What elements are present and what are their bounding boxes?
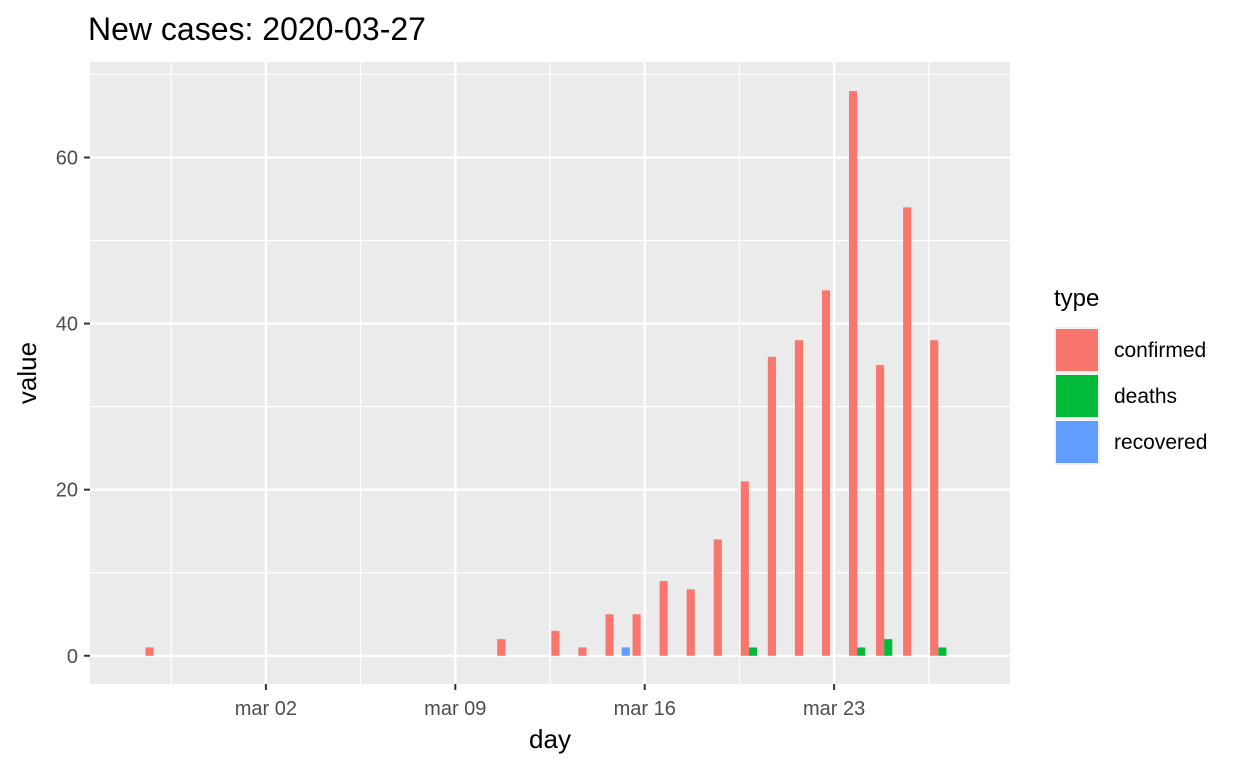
bar-deaths: [857, 647, 866, 656]
bars: [145, 91, 947, 656]
bar-confirmed: [713, 539, 722, 656]
x-tick-label: mar 16: [614, 698, 676, 720]
legend-label-deaths: deaths: [1114, 385, 1177, 408]
x-tick-label: mar 02: [235, 698, 297, 720]
bar-confirmed: [930, 340, 939, 656]
x-axis: mar 02 mar 09 mar 16 mar 23: [235, 684, 865, 720]
bar-confirmed: [903, 207, 912, 656]
chart-title: New cases: 2020-03-27: [88, 11, 426, 47]
x-axis-title: day: [529, 724, 571, 754]
bar-confirmed: [605, 614, 614, 656]
bar-confirmed: [821, 290, 831, 656]
legend-items: confirmed deaths recovered: [1054, 327, 1207, 465]
y-tick-label: 20: [56, 480, 78, 502]
y-tick-label: 0: [67, 646, 78, 668]
bar-recovered: [621, 647, 630, 656]
bar-confirmed: [849, 91, 858, 656]
bar-confirmed: [794, 340, 803, 656]
bar-confirmed: [686, 589, 695, 656]
y-tick-label: 60: [56, 148, 78, 170]
x-tick-label: mar 09: [424, 698, 486, 720]
legend-swatch-recovered: [1056, 421, 1098, 463]
legend-swatch-confirmed: [1056, 329, 1098, 371]
bar-deaths: [884, 639, 893, 656]
y-tick-label: 40: [56, 314, 78, 336]
bar-confirmed: [659, 581, 668, 656]
bar-confirmed: [740, 481, 749, 656]
legend-label-recovered: recovered: [1114, 431, 1207, 454]
legend-label-confirmed: confirmed: [1114, 339, 1206, 362]
legend-title: type: [1054, 285, 1099, 312]
y-axis-title: value: [12, 342, 42, 404]
x-tick-label: mar 23: [803, 698, 865, 720]
legend: type confirmed deaths recovered: [1054, 285, 1207, 465]
bar-confirmed: [497, 639, 506, 656]
y-axis: 0 20 40 60: [56, 148, 90, 668]
bar-confirmed: [767, 356, 776, 656]
bar-confirmed: [145, 647, 154, 656]
bar-confirmed: [578, 647, 587, 656]
bar-deaths: [748, 647, 757, 656]
bar-confirmed: [876, 365, 885, 656]
legend-swatch-deaths: [1056, 375, 1098, 417]
bar-confirmed: [632, 614, 641, 656]
bar-confirmed: [551, 630, 560, 656]
bar-deaths: [938, 647, 947, 656]
